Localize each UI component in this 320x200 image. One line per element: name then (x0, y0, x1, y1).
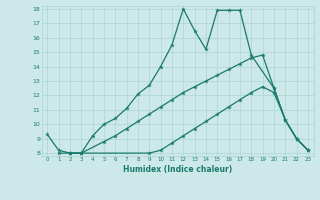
X-axis label: Humidex (Indice chaleur): Humidex (Indice chaleur) (123, 165, 232, 174)
